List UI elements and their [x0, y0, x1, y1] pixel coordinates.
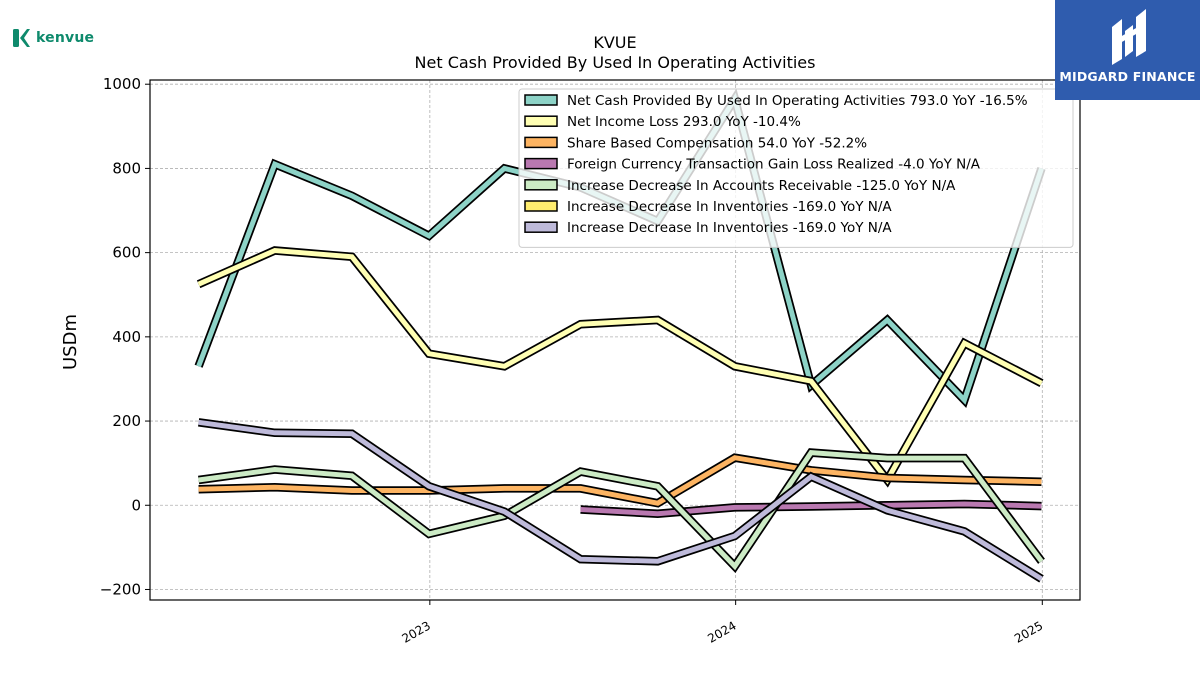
- legend-swatch: [524, 157, 558, 170]
- chart-subtitle: Net Cash Provided By Used In Operating A…: [415, 53, 816, 72]
- x-tick-label: 2024: [705, 618, 738, 645]
- midgard-finance-mark-icon: [1111, 9, 1146, 65]
- series-lines: [194, 88, 1046, 583]
- midgard-finance-logo: MIDGARD FINANCE: [1055, 0, 1200, 100]
- legend: Net Cash Provided By Used In Operating A…: [518, 88, 1074, 248]
- x-axis: 2023 2024 2025: [399, 600, 1045, 646]
- midgard-finance-logo-text: MIDGARD FINANCE: [1059, 69, 1196, 84]
- legend-swatch: [524, 136, 558, 149]
- y-tick-label: 1000: [103, 75, 141, 93]
- legend-box: [518, 88, 1074, 248]
- legend-swatch: [524, 115, 558, 127]
- y-tick-label: 0: [131, 496, 141, 514]
- series-line: [198, 450, 1044, 571]
- legend-label: Increase Decrease In Inventories -169.0 …: [567, 199, 892, 215]
- y-tick-label: 400: [112, 328, 141, 346]
- y-tick-label: −200: [100, 580, 141, 598]
- series-line: [198, 455, 1042, 506]
- y-tick-label: 800: [112, 159, 141, 177]
- legend-label: Foreign Currency Transaction Gain Loss R…: [567, 157, 981, 173]
- legend-swatch: [524, 94, 558, 106]
- kenvue-logo-text: kenvue: [36, 30, 95, 46]
- series-line: [197, 247, 1043, 485]
- y-axis: −200 0 200 400 600 800 1000: [100, 75, 150, 598]
- x-tick-label: 2023: [399, 618, 432, 645]
- legend-label: Net Income Loss 293.0 YoY -10.4%: [567, 114, 801, 130]
- legend-label: Increase Decrease In Inventories -169.0 …: [567, 220, 892, 236]
- series-line: [580, 501, 1042, 517]
- legend-swatch: [524, 179, 558, 191]
- legend-label: Increase Decrease In Accounts Receivable…: [567, 178, 956, 194]
- y-tick-label: 200: [112, 412, 141, 430]
- plot-frame: [149, 79, 1081, 601]
- y-axis-label: USDm: [60, 314, 81, 370]
- y-tick-label: 600: [112, 244, 141, 262]
- legend-swatch: [524, 221, 558, 233]
- legend-label: Net Cash Provided By Used In Operating A…: [567, 93, 1028, 109]
- kenvue-logo: kenvue: [12, 28, 94, 48]
- legend-swatch: [524, 200, 558, 212]
- chart-title: KVUE: [593, 33, 636, 52]
- kenvue-mark-icon: [13, 29, 30, 47]
- series-line: [198, 419, 1043, 582]
- x-tick-label: 2025: [1012, 618, 1045, 645]
- legend-label: Share Based Compensation 54.0 YoY -52.2%: [567, 135, 867, 151]
- series-line-outline: [196, 246, 1044, 488]
